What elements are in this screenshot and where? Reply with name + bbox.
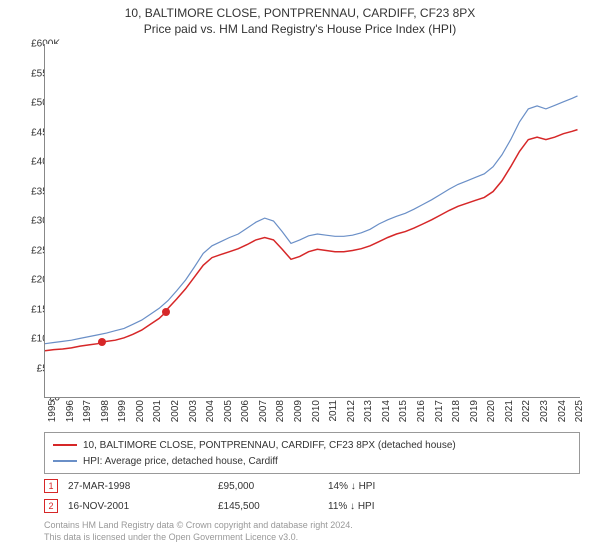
x-tick-label: 2012	[346, 400, 357, 430]
title-main: 10, BALTIMORE CLOSE, PONTPRENNAU, CARDIF…	[0, 6, 600, 20]
sales-row-marker: 2	[44, 499, 58, 513]
legend-label: HPI: Average price, detached house, Card…	[83, 456, 278, 467]
chart-container: 10, BALTIMORE CLOSE, PONTPRENNAU, CARDIF…	[0, 0, 600, 560]
x-tick-label: 2018	[451, 400, 462, 430]
x-tick-label: 2019	[469, 400, 480, 430]
footer-line1: Contains HM Land Registry data © Crown c…	[44, 520, 580, 532]
legend-row: HPI: Average price, detached house, Card…	[53, 453, 571, 469]
sales-row: 2 16-NOV-2001 £145,500 11% ↓ HPI	[44, 496, 580, 516]
footer-line2: This data is licensed under the Open Gov…	[44, 532, 580, 544]
x-tick-label: 2008	[275, 400, 286, 430]
x-tick-label: 2022	[521, 400, 532, 430]
x-tick-label: 2024	[557, 400, 568, 430]
legend-swatch	[53, 444, 77, 446]
plot-area	[44, 44, 580, 398]
sales-row-date: 16-NOV-2001	[68, 501, 208, 512]
sales-row-price: £95,000	[218, 481, 318, 492]
x-tick-label: 2001	[152, 400, 163, 430]
sales-row-delta: 11% ↓ HPI	[328, 501, 448, 512]
x-tick-label: 2000	[135, 400, 146, 430]
series-price_paid	[45, 130, 578, 351]
x-tick-label: 2006	[240, 400, 251, 430]
legend-row: 10, BALTIMORE CLOSE, PONTPRENNAU, CARDIF…	[53, 437, 571, 453]
x-tick-label: 2004	[205, 400, 216, 430]
x-tick-label: 2010	[311, 400, 322, 430]
x-tick-label: 1999	[117, 400, 128, 430]
title-sub: Price paid vs. HM Land Registry's House …	[0, 22, 600, 36]
x-tick-label: 2011	[328, 400, 339, 430]
x-tick-label: 2017	[434, 400, 445, 430]
footer: Contains HM Land Registry data © Crown c…	[44, 520, 580, 543]
x-tick-label: 2005	[223, 400, 234, 430]
x-tick-label: 1996	[65, 400, 76, 430]
x-tick-label: 2021	[504, 400, 515, 430]
x-tick-label: 2016	[416, 400, 427, 430]
series-lines	[45, 44, 581, 398]
sales-row-date: 27-MAR-1998	[68, 481, 208, 492]
series-hpi	[45, 96, 578, 344]
x-tick-label: 2003	[188, 400, 199, 430]
x-tick-label: 1997	[82, 400, 93, 430]
legend-swatch	[53, 460, 77, 462]
x-tick-label: 2002	[170, 400, 181, 430]
x-tick-label: 2023	[539, 400, 550, 430]
x-tick-label: 2009	[293, 400, 304, 430]
sales-table: 1 27-MAR-1998 £95,000 14% ↓ HPI 2 16-NOV-2001…	[44, 476, 580, 516]
sale-point	[162, 308, 170, 316]
sale-point	[98, 338, 106, 346]
x-tick-label: 1998	[100, 400, 111, 430]
x-tick-label: 2014	[381, 400, 392, 430]
title-block: 10, BALTIMORE CLOSE, PONTPRENNAU, CARDIF…	[0, 0, 600, 36]
sales-row-price: £145,500	[218, 501, 318, 512]
sales-row-marker: 1	[44, 479, 58, 493]
x-tick-label: 2015	[398, 400, 409, 430]
x-tick-label: 2013	[363, 400, 374, 430]
x-tick-label: 2020	[486, 400, 497, 430]
legend-label: 10, BALTIMORE CLOSE, PONTPRENNAU, CARDIF…	[83, 440, 456, 451]
x-tick-label: 2025	[574, 400, 585, 430]
x-tick-label: 2007	[258, 400, 269, 430]
x-tick-label: 1995	[47, 400, 58, 430]
sales-row-delta: 14% ↓ HPI	[328, 481, 448, 492]
legend: 10, BALTIMORE CLOSE, PONTPRENNAU, CARDIF…	[44, 432, 580, 474]
sales-row: 1 27-MAR-1998 £95,000 14% ↓ HPI	[44, 476, 580, 496]
